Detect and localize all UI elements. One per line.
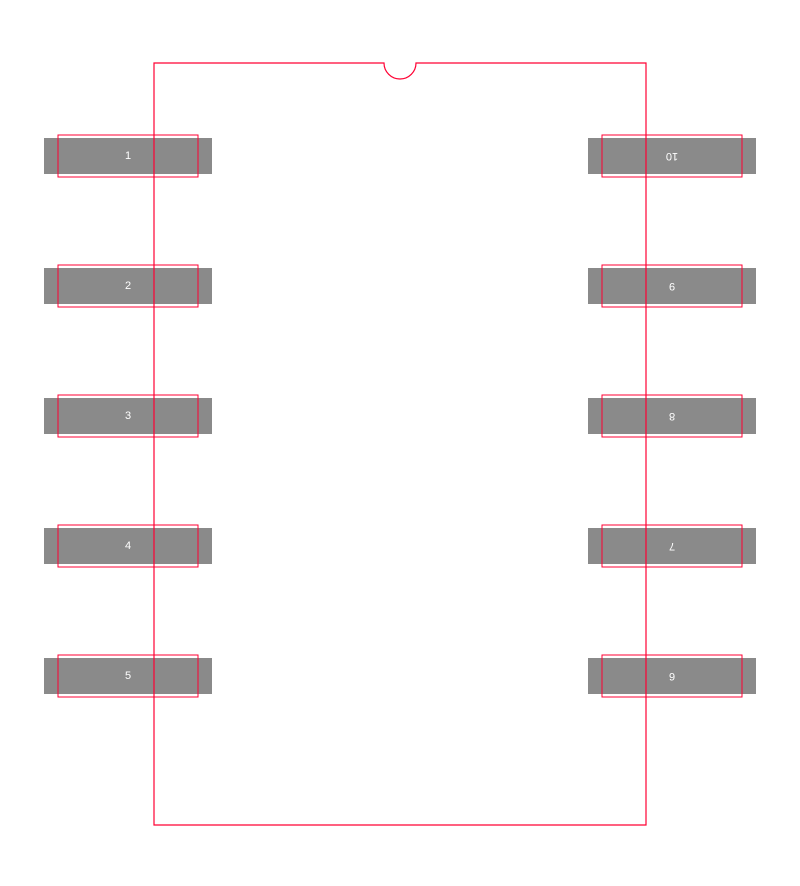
pin-label-right-3: 8 xyxy=(669,410,675,422)
pin-label-left-2: 2 xyxy=(125,280,131,292)
pin-label-left-3: 3 xyxy=(125,410,131,422)
pin-label-left-4: 4 xyxy=(125,540,131,552)
pin-label-right-4: 7 xyxy=(669,540,675,552)
pin-label-right-1: 10 xyxy=(666,150,678,162)
pin-label-right-5: 6 xyxy=(669,670,675,682)
pin-label-right-2: 9 xyxy=(669,280,675,292)
pin-label-left-1: 1 xyxy=(125,150,131,162)
pin-label-left-5: 5 xyxy=(125,670,131,682)
canvas-bg xyxy=(0,0,800,886)
